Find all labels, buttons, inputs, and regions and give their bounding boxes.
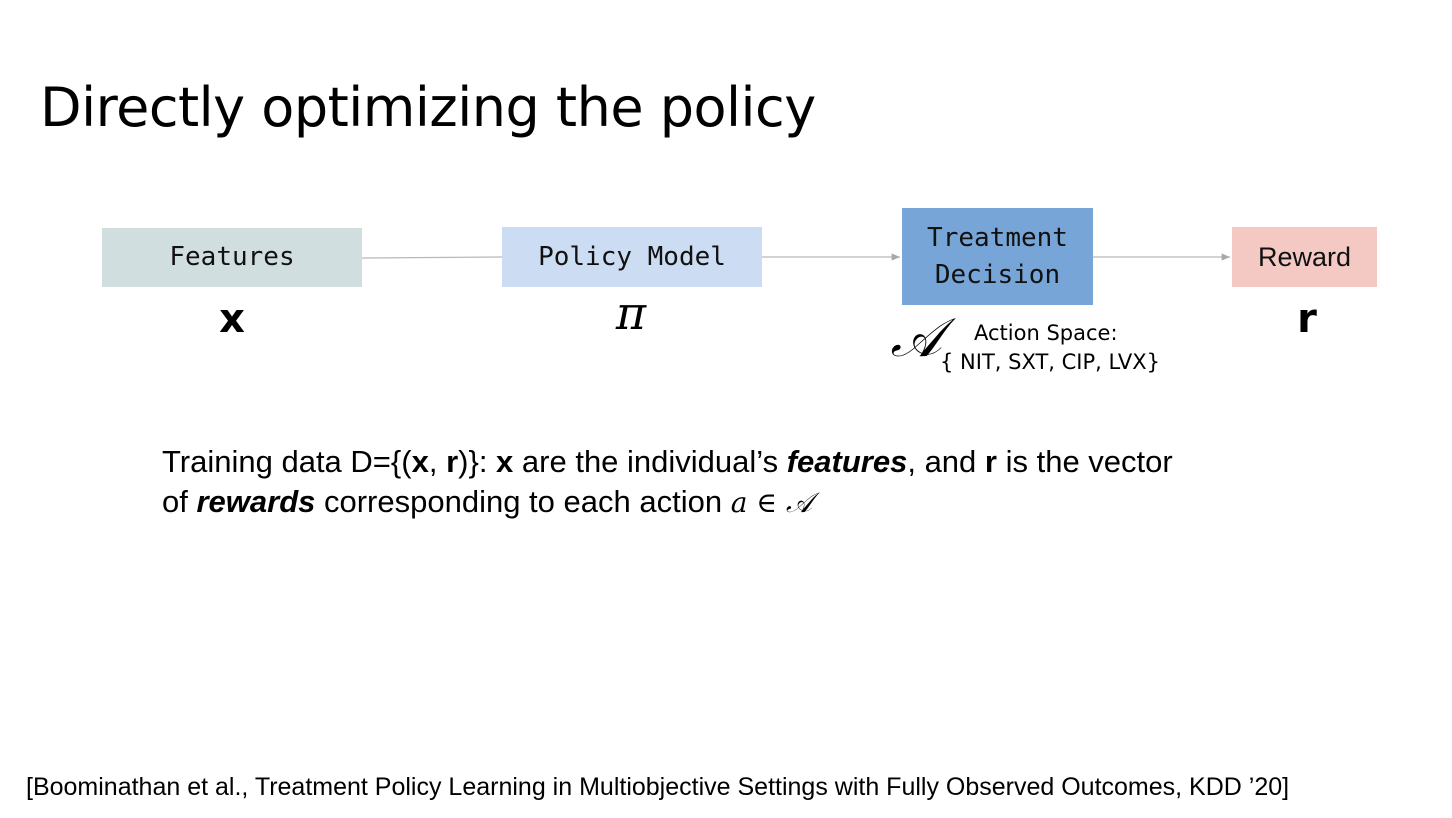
reward-node: Reward [1232,227,1377,287]
reward-symbol: r [1297,296,1317,342]
treatment-decision-node: Treatment Decision [902,208,1093,305]
action-set-symbol: 𝒜 [890,306,942,369]
policy-model-node: Policy Model [502,227,762,287]
treatment-label-line2: Decision [934,259,1061,290]
features-node: Features [102,228,362,287]
citation: [Boominathan et al., Treatment Policy Le… [26,773,1290,801]
treatment-label-line1: Treatment [927,222,1068,253]
slide-title: Directly optimizing the policy [40,76,816,139]
policy-symbol: π [615,286,647,340]
arrow-features-policy [361,256,503,259]
features-symbol: x [219,296,245,342]
action-space-title: Action Space: [974,321,1118,345]
training-data-description: Training data D={(x, r)}: x are the indi… [162,444,1173,519]
action-space-set: { NIT, SXT, CIP, LVX} [940,350,1161,374]
action-math: a ∈ 𝒜 [730,486,813,519]
